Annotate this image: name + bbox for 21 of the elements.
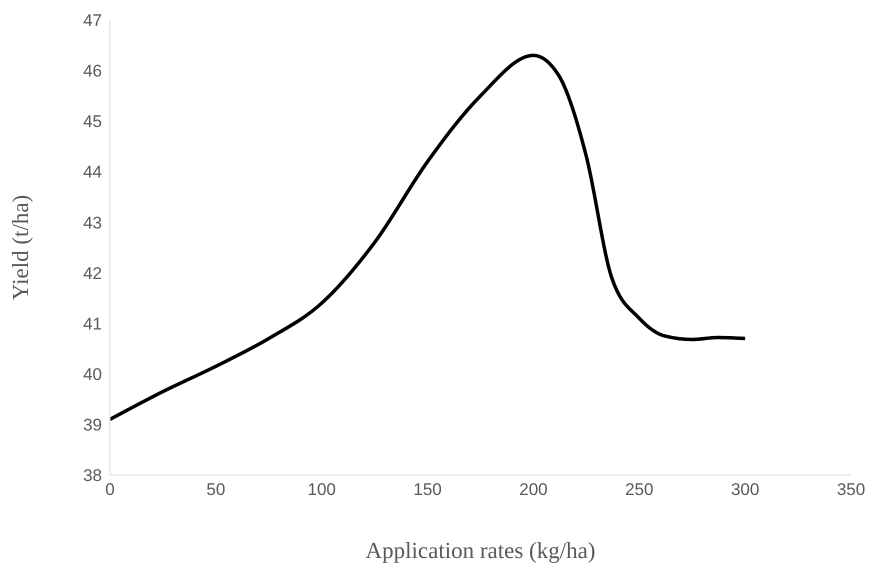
x-tick-label: 0: [105, 480, 115, 500]
x-tick-label: 150: [413, 480, 442, 500]
x-tick-label: 200: [519, 480, 548, 500]
y-tick-label: 47: [83, 11, 102, 30]
x-tick-label: 100: [308, 480, 336, 500]
y-axis-title: Yield (t/ha): [8, 194, 34, 300]
y-tick-label: 43: [83, 213, 102, 232]
x-tick-label: 350: [836, 480, 866, 500]
y-tick-label: 44: [83, 162, 102, 182]
y-tick-label: 40: [83, 364, 102, 384]
y-tick-label: 38: [83, 466, 102, 486]
line-series: [110, 54, 747, 422]
y-tick-label: 41: [83, 314, 102, 334]
y-tick-label: 42: [83, 264, 102, 283]
x-tick-label: 50: [206, 480, 226, 500]
y-tick-label: 46: [83, 62, 102, 81]
x-tick-label: 250: [625, 480, 654, 500]
y-tick-label: 45: [83, 112, 102, 132]
y-tick-label: 39: [83, 415, 102, 434]
x-axis-title: Application rates (kg/ha): [366, 538, 596, 563]
x-tick-label: 300: [730, 480, 760, 500]
